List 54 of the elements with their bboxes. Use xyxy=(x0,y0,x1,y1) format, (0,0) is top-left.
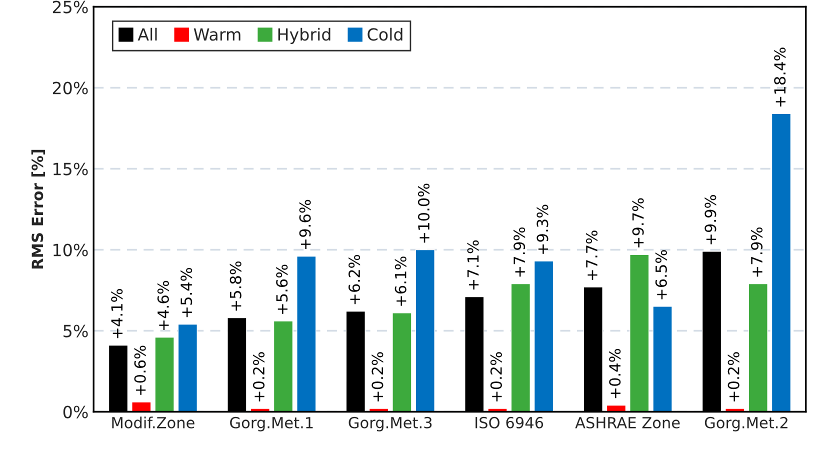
bar xyxy=(132,402,152,412)
bar xyxy=(630,254,650,412)
bar xyxy=(154,336,174,412)
legend-label: Warm xyxy=(194,28,240,41)
legend-label: Cold xyxy=(368,28,402,41)
data-label: +9.6% xyxy=(299,200,311,250)
bar xyxy=(415,249,435,412)
bar xyxy=(178,324,198,412)
y-tick-label: 25% xyxy=(52,0,88,14)
data-label: +10.0% xyxy=(418,184,430,243)
bar xyxy=(273,320,294,412)
y-axis-title: RMS Error [%] xyxy=(31,150,45,269)
y-tick-label: 20% xyxy=(52,82,88,94)
data-label: +9.3% xyxy=(536,204,548,254)
data-label: +5.4% xyxy=(180,268,192,318)
data-label: +6.1% xyxy=(394,256,406,306)
data-label: +5.6% xyxy=(276,264,288,314)
data-label: +5.8% xyxy=(230,261,242,311)
data-label: +7.7% xyxy=(586,230,598,280)
data-label: +4.1% xyxy=(111,289,123,338)
bar xyxy=(748,283,768,412)
x-tick-label: ISO 6946 xyxy=(476,416,544,428)
x-tick-label: Gorg.Met.1 xyxy=(230,416,313,432)
data-label: +7.9% xyxy=(514,227,526,277)
data-label: +0.6% xyxy=(134,346,146,395)
y-tick-label: 15% xyxy=(54,162,88,176)
data-label: +0.2% xyxy=(490,352,502,402)
data-label: +0.2% xyxy=(728,352,740,402)
data-label: +9.9% xyxy=(704,195,716,244)
y-tick-label: 10% xyxy=(54,244,88,256)
bar xyxy=(296,256,316,412)
bar xyxy=(771,113,792,412)
data-label: +9.7% xyxy=(632,198,644,248)
data-label: +7.9% xyxy=(750,227,763,277)
data-label: +0.4% xyxy=(609,348,621,398)
legend-label: All xyxy=(138,28,157,40)
legend-label: Hybrid xyxy=(278,28,330,44)
bar xyxy=(652,306,672,412)
x-tick-label: ASHRAE Zone xyxy=(575,416,680,428)
x-tick-label: Gorg.Met.3 xyxy=(348,416,432,432)
bar xyxy=(534,260,554,412)
bar xyxy=(392,312,412,412)
data-label: +7.1% xyxy=(467,240,479,290)
data-label: +6.2% xyxy=(348,254,360,304)
x-tick-label: Modif.Zone xyxy=(112,416,194,428)
bar xyxy=(510,283,531,412)
y-tick-label: 0% xyxy=(63,406,88,418)
data-label: +0.2% xyxy=(252,352,265,402)
data-label: +0.2% xyxy=(372,352,384,402)
data-label: +18.4% xyxy=(774,48,786,106)
data-label: +6.5% xyxy=(655,250,667,300)
data-label: +4.6% xyxy=(157,280,169,330)
x-tick-label: Gorg.Met.2 xyxy=(704,416,788,432)
y-tick-label: 5% xyxy=(64,324,88,338)
